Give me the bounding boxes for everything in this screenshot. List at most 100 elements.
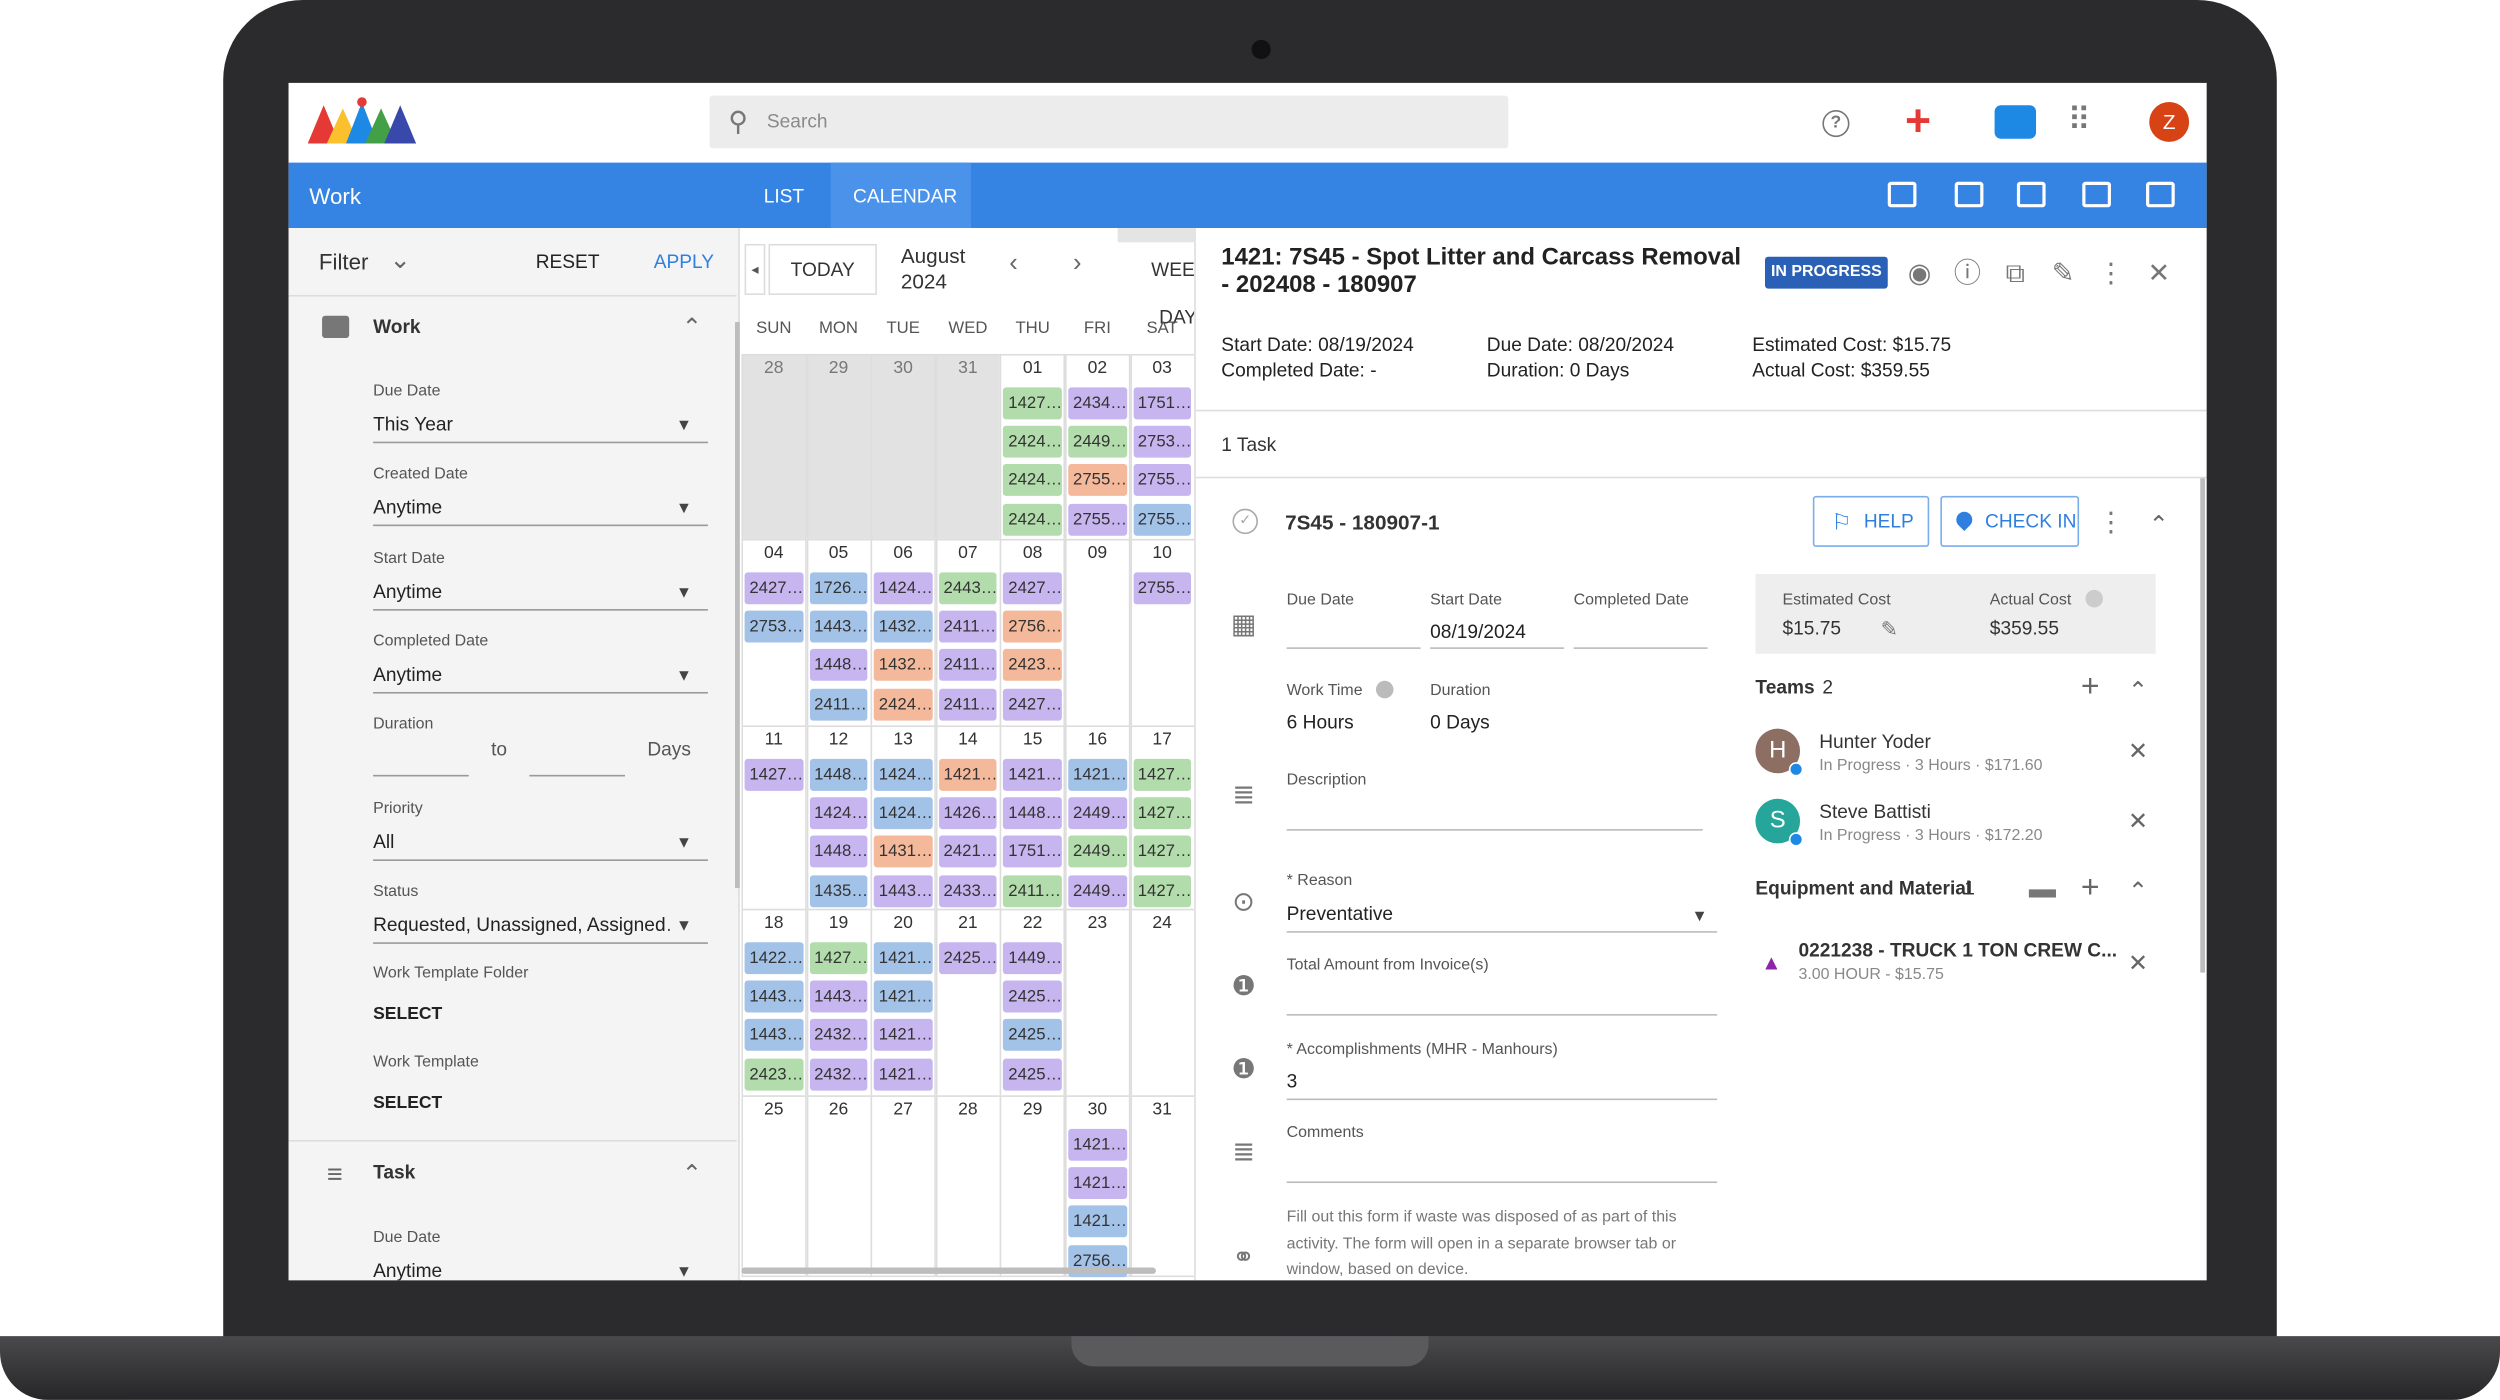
calendar-event[interactable]: 1448…	[1003, 797, 1062, 830]
check-in-button[interactable]: CHECK IN	[1940, 495, 2080, 547]
day-number[interactable]: 12	[828, 730, 849, 750]
field-value[interactable]: 0 Days	[1430, 711, 1490, 734]
calendar-event[interactable]: 2411…	[809, 688, 868, 721]
calendar-event[interactable]: 2411…	[1003, 874, 1062, 907]
calendar-event[interactable]: 1432…	[874, 649, 933, 682]
calendar-event[interactable]: 1427…	[744, 758, 803, 791]
open-icon[interactable]: ⧉	[2005, 257, 2025, 288]
field-value[interactable]: 3	[1286, 1069, 1298, 1093]
day-number[interactable]: 10	[1152, 543, 1172, 563]
calendar-event[interactable]: 1421…	[938, 758, 998, 791]
calendar-event[interactable]: 1432…	[874, 610, 933, 643]
calendar-event[interactable]: 2425…	[1003, 1058, 1062, 1090]
folder-icon[interactable]: ▬	[2028, 872, 2056, 904]
remove-icon[interactable]: ✕	[2128, 807, 2149, 835]
avatar[interactable]: Z	[2149, 102, 2190, 142]
calendar-event[interactable]: 2425…	[938, 942, 998, 975]
day-number[interactable]: 11	[764, 730, 783, 750]
calendar-event[interactable]: 2755…	[1132, 464, 1192, 497]
dropdown-arrow[interactable]: ▾	[1694, 904, 1705, 927]
field-value[interactable]: Anytime	[373, 496, 443, 519]
reset-button[interactable]: RESET	[535, 250, 600, 273]
day-cell[interactable]	[935, 353, 1002, 540]
apply-button[interactable]: APPLY	[653, 250, 714, 273]
task-check[interactable]: ✓	[1232, 508, 1258, 535]
toolbar-icon[interactable]	[2146, 181, 2175, 208]
calendar-event[interactable]: 2432…	[809, 1019, 868, 1052]
calendar-event[interactable]: 2424…	[1003, 503, 1062, 536]
calendar-event[interactable]: 1427…	[1003, 387, 1062, 420]
day-number[interactable]: 19	[828, 913, 849, 933]
calendar-event[interactable]: 2411…	[938, 688, 998, 721]
field-value[interactable]: 6 Hours	[1286, 711, 1354, 734]
calendar-event[interactable]: 2449…	[1068, 426, 1127, 458]
toolbar-icon[interactable]	[2082, 181, 2111, 208]
field-value[interactable]: 08/19/2024	[1430, 620, 1526, 643]
day-number[interactable]: 29	[828, 358, 849, 378]
prev-month[interactable]: ‹	[1009, 250, 1018, 278]
status-icon[interactable]: ◉	[1907, 257, 1932, 288]
toolbar-icon[interactable]	[2016, 181, 2046, 208]
calendar-event[interactable]: 1421…	[1068, 1205, 1127, 1238]
calendar-event[interactable]: 2433…	[938, 874, 998, 907]
day-number[interactable]: 01	[1022, 358, 1043, 378]
calendar-event[interactable]: 2421…	[938, 836, 998, 868]
day-cell[interactable]	[806, 1095, 872, 1277]
calendar-event[interactable]: 1421…	[874, 942, 933, 975]
toolkit-icon[interactable]	[1994, 105, 2037, 139]
field-value[interactable]: All	[373, 829, 395, 853]
calendar-event[interactable]: 1449…	[1003, 942, 1062, 975]
calendar-event[interactable]: 1421…	[1068, 1167, 1127, 1200]
calendar-event[interactable]: 2425…	[1003, 980, 1062, 1013]
calendar-event[interactable]: 1421…	[874, 1058, 933, 1090]
calendar-event[interactable]: 1424…	[874, 797, 933, 830]
remove-icon[interactable]: ✕	[2128, 949, 2149, 977]
toolbar-icon[interactable]	[1954, 181, 1984, 208]
day-cell[interactable]	[1000, 1095, 1066, 1277]
collapse-icon[interactable]: ⌃	[2128, 676, 2149, 704]
day-number[interactable]: 29	[1022, 1100, 1043, 1120]
calendar-event[interactable]: 1751…	[1003, 836, 1062, 868]
day-cell[interactable]	[741, 1095, 807, 1277]
day-cell[interactable]	[1129, 538, 1195, 727]
day-number[interactable]: 02	[1087, 358, 1108, 378]
calendar-event[interactable]: 1421…	[1003, 758, 1062, 791]
day-number[interactable]: 30	[893, 358, 913, 378]
day-number[interactable]: 08	[1022, 543, 1043, 563]
dropdown-arrow[interactable]: ▾	[679, 663, 689, 686]
tab[interactable]: LIST	[763, 184, 805, 208]
dropdown-arrow[interactable]: ▾	[679, 412, 689, 436]
day-number[interactable]: 26	[828, 1100, 849, 1120]
day-number[interactable]: 13	[893, 730, 913, 750]
day-number[interactable]: 24	[1152, 913, 1172, 933]
day-cell[interactable]	[935, 908, 1002, 1097]
calendar-event[interactable]: 1427…	[1132, 874, 1192, 907]
select-button[interactable]: SELECT	[373, 1004, 443, 1024]
next-month[interactable]: ›	[1073, 250, 1082, 278]
day-number[interactable]: 22	[1022, 913, 1043, 933]
edit-icon[interactable]: ✎	[1880, 616, 1899, 641]
tab[interactable]: CALENDAR	[852, 184, 958, 208]
day-number[interactable]: 20	[893, 913, 913, 933]
select-button[interactable]: SELECT	[373, 1093, 443, 1113]
day-number[interactable]: 30	[1087, 1100, 1108, 1120]
help-button[interactable]: HELP	[1812, 495, 1930, 547]
day-cell[interactable]	[1129, 1095, 1195, 1277]
calendar-event[interactable]: 1427…	[1132, 758, 1192, 791]
collapse-icon[interactable]: ⌃	[2148, 511, 2169, 539]
day-number[interactable]: 16	[1087, 730, 1108, 750]
calendar-event[interactable]: 1427…	[1132, 836, 1192, 868]
toolbar-icon[interactable]	[1887, 181, 1917, 208]
calendar-event[interactable]: 1443…	[809, 610, 868, 643]
help-icon[interactable]: ?	[1822, 110, 1850, 138]
field-value[interactable]: Anytime	[373, 1259, 443, 1281]
day-number[interactable]: 07	[958, 543, 978, 563]
field-value[interactable]: Requested, Unassigned, Assigned…	[373, 913, 670, 936]
field-value[interactable]: Anytime	[373, 663, 443, 686]
day-number[interactable]: 21	[958, 913, 978, 933]
calendar-event[interactable]: 1443…	[744, 1019, 803, 1052]
dropdown-arrow[interactable]: ▾	[679, 496, 689, 519]
day-number[interactable]: 05	[828, 543, 849, 563]
calendar-event[interactable]: 1435…	[809, 874, 868, 907]
search-box[interactable]	[709, 95, 1509, 149]
